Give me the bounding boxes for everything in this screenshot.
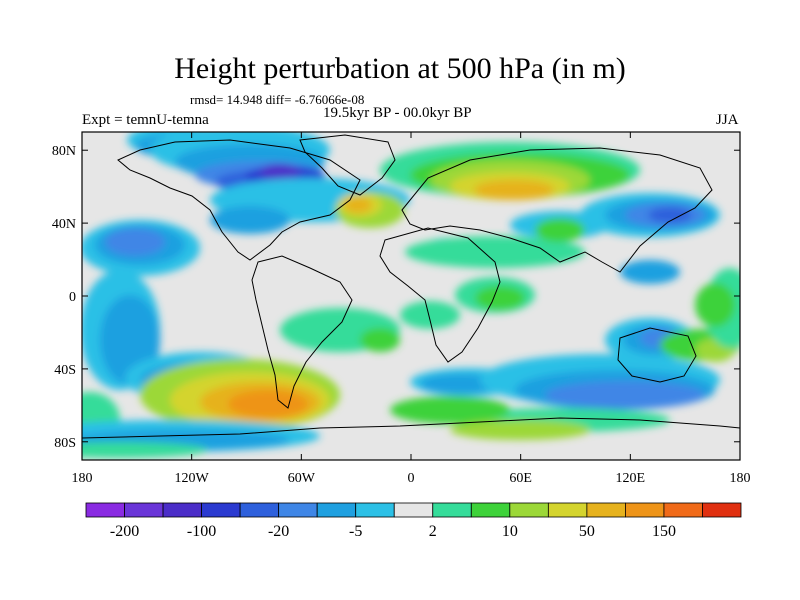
field-patch <box>105 228 165 256</box>
y-tick-label: 80N <box>52 144 76 159</box>
x-tick-label: 120W <box>175 471 210 486</box>
colorbar-label: 150 <box>652 523 676 540</box>
colorbar-swatch <box>278 502 318 518</box>
colorbar-swatch <box>393 502 434 518</box>
field-patch <box>210 206 290 234</box>
colorbar-swatch <box>355 502 395 518</box>
colorbar-label: 50 <box>579 523 595 540</box>
field-patch <box>405 236 585 268</box>
coastlines <box>81 134 741 439</box>
coast-africa <box>379 227 501 363</box>
colorbar-label: -20 <box>268 523 289 540</box>
x-tick-label: 180 <box>72 471 93 486</box>
field-patch <box>228 390 308 418</box>
field-blobs <box>82 132 740 458</box>
field-patch <box>535 218 585 242</box>
coast-australia <box>617 327 697 383</box>
x-tick-label: 60E <box>509 471 532 486</box>
colorbar-label: -200 <box>110 523 139 540</box>
period-label: 19.5kyr BP - 00.0kyr BP <box>323 105 472 121</box>
colorbar-swatch <box>124 502 164 518</box>
colorbar-swatch <box>316 502 357 518</box>
colorbar-swatch <box>663 502 703 518</box>
colorbar-swatch <box>702 502 742 518</box>
field-patch <box>260 164 300 180</box>
y-tick-label: 0 <box>69 290 76 305</box>
field-patch <box>474 180 554 200</box>
chart-title: Height perturbation at 500 hPa (in m) <box>174 52 626 85</box>
colorbar-swatch <box>432 502 472 518</box>
coast-eurasia <box>401 147 713 273</box>
field-patch <box>390 396 510 424</box>
coast-south-america <box>251 255 353 409</box>
colorbar-label: -5 <box>349 523 362 540</box>
y-tick-label: 40N <box>52 217 76 232</box>
coast-north-america <box>117 139 361 261</box>
x-tick-label: 60W <box>288 471 316 486</box>
experiment-label: Expt = temnU-temna <box>82 112 209 128</box>
coast-greenland <box>299 134 396 196</box>
field-patch <box>475 286 525 310</box>
colorbar-swatch <box>586 502 626 518</box>
y-axis: 80N 40N 0 40S 80S <box>52 144 740 451</box>
field-patch <box>82 442 208 458</box>
colorbar-label: 10 <box>502 523 518 540</box>
colorbar-swatch <box>239 502 280 518</box>
field-patch <box>420 374 500 394</box>
x-axis: 180 120W 60W 0 60E 120E 180 <box>72 132 751 486</box>
colorbar-swatch <box>162 502 202 518</box>
x-tick-label: 180 <box>730 471 751 486</box>
season-label: JJA <box>716 112 739 128</box>
field-patch <box>450 420 590 440</box>
y-tick-label: 40S <box>54 363 76 378</box>
field-patch <box>344 197 372 213</box>
field-patch <box>360 328 400 352</box>
stats-subtitle: rmsd= 14.948 diff= -6.76066e-08 <box>190 92 365 107</box>
colorbar-swatch <box>85 502 125 518</box>
field-patch <box>620 260 680 284</box>
field-patch <box>545 381 705 409</box>
colorbar-swatch <box>509 502 549 518</box>
colorbar: -200 -100 -20 -5 2 10 50 150 <box>85 502 742 540</box>
field-patch <box>648 207 692 223</box>
colorbar-swatch <box>470 502 511 518</box>
coast-antarctica <box>81 417 741 439</box>
colorbar-label: 2 <box>429 523 437 540</box>
contour-field <box>82 132 740 460</box>
field-patch <box>695 283 735 327</box>
x-tick-label: 0 <box>408 471 415 486</box>
colorbar-swatch <box>547 502 588 518</box>
x-tick-label: 120E <box>616 471 646 486</box>
field-patch <box>400 301 460 329</box>
y-tick-label: 80S <box>54 436 76 451</box>
colorbar-swatch <box>201 502 241 518</box>
colorbar-swatch <box>625 502 665 518</box>
colorbar-label: -100 <box>187 523 216 540</box>
